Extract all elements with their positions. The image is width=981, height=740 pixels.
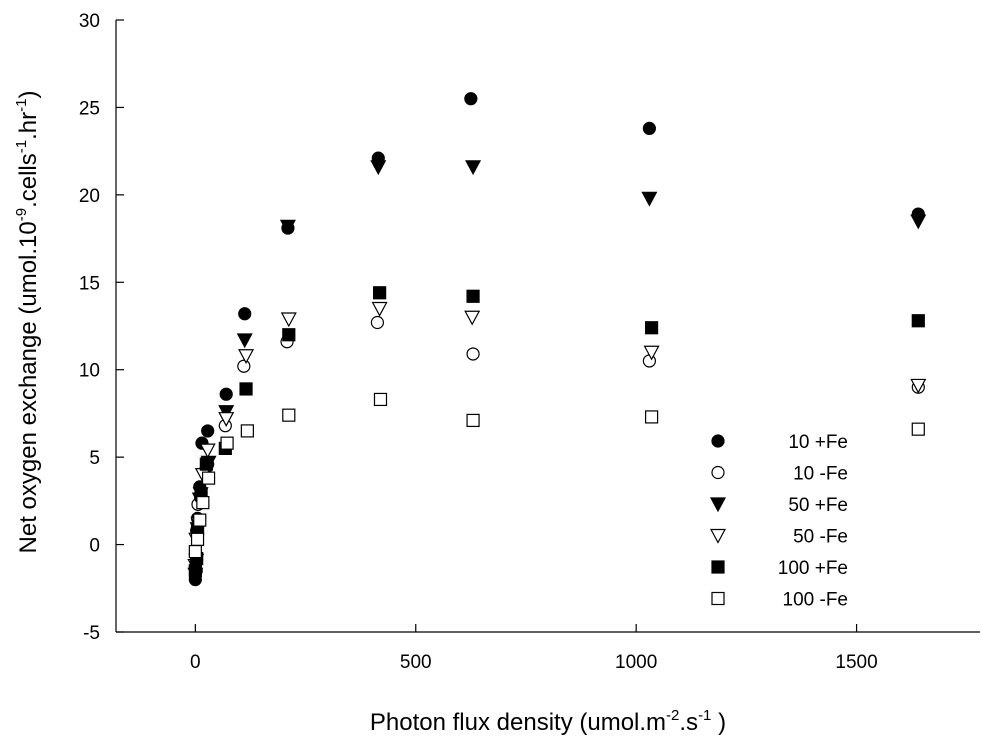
superscript: -1 xyxy=(698,707,711,724)
y-tick-label: 5 xyxy=(89,448,100,469)
y-tick-label: 25 xyxy=(79,98,100,119)
data-point xyxy=(644,410,659,424)
data-point xyxy=(643,345,660,361)
data-point xyxy=(190,532,205,546)
legend-item: 100 +Fe xyxy=(711,558,848,579)
data-point xyxy=(199,443,216,459)
data-point xyxy=(370,315,385,330)
legend-label: 10 +Fe xyxy=(788,432,848,453)
legend: 10 +Fe 10 -Fe 50 +Fe 50 -Fe 100 +Fe 100 -Fe xyxy=(709,432,848,611)
legend-label: 100 +Fe xyxy=(778,558,848,579)
data-point xyxy=(280,312,297,328)
y-tick-label: 30 xyxy=(79,11,100,32)
x-tick-label: 0 xyxy=(190,652,201,673)
data-point xyxy=(911,314,925,328)
data-point xyxy=(644,321,659,335)
data-point xyxy=(193,513,207,527)
data-point xyxy=(218,412,235,427)
legend-symbol xyxy=(711,434,725,448)
series-2 xyxy=(187,160,927,583)
label-segment: ) xyxy=(711,709,726,736)
label-segment: .cells xyxy=(15,153,42,208)
data-point xyxy=(238,307,252,321)
data-point xyxy=(911,422,925,436)
data-point xyxy=(188,564,202,578)
superscript: -2 xyxy=(666,707,679,724)
label-segment: Photon flux density (umol.m xyxy=(370,709,666,736)
data-point xyxy=(373,286,387,300)
legend-item: 50 -Fe xyxy=(709,527,848,548)
x-axis-label: Photon flux density (umol.m-2.s-1 ) xyxy=(370,707,726,736)
legend-label: 50 -Fe xyxy=(793,527,848,548)
data-point xyxy=(188,544,202,559)
data-point xyxy=(239,382,253,396)
data-point xyxy=(466,289,480,303)
legend-item: 10 -Fe xyxy=(711,464,848,485)
superscript: -9 xyxy=(13,208,30,221)
data-point xyxy=(279,219,296,235)
data-point xyxy=(373,392,388,407)
series-5 xyxy=(188,392,925,559)
axis-labels: Photon flux density (umol.m-2.s-1 )Net o… xyxy=(13,91,726,736)
x-tick-label: 500 xyxy=(400,652,432,673)
legend-symbol xyxy=(709,528,727,544)
data-point xyxy=(238,349,255,364)
data-point xyxy=(201,471,216,485)
data-point xyxy=(237,359,251,373)
legend-symbol xyxy=(711,465,725,480)
y-axis-label: Net oxygen exchange (umol.10-9.cells-1.h… xyxy=(13,91,42,554)
data-point xyxy=(464,92,478,106)
legend-symbol xyxy=(711,560,725,574)
axes: -5 0 5 10 15 20 25 30 0 500 1000 1500 xyxy=(79,11,980,673)
y-tick-label: 15 xyxy=(79,273,100,294)
data-point xyxy=(219,387,233,401)
data-point xyxy=(910,378,927,394)
data-point xyxy=(199,457,213,471)
data-point xyxy=(466,347,480,361)
data-point xyxy=(240,424,254,438)
data-point xyxy=(282,328,296,342)
legend-symbol xyxy=(709,497,727,513)
data-point xyxy=(642,121,656,136)
legend-label: 10 -Fe xyxy=(793,464,848,485)
data-point xyxy=(466,413,480,428)
legend-label: 50 +Fe xyxy=(788,495,848,516)
y-tick-label: 10 xyxy=(79,361,100,382)
y-tick-label: -5 xyxy=(83,623,100,644)
data-point xyxy=(201,424,215,438)
y-tick-label: 0 xyxy=(89,536,100,557)
data-point xyxy=(641,191,658,207)
x-tick-label: 1000 xyxy=(615,652,657,673)
data-point xyxy=(370,160,387,176)
legend-item: 10 +Fe xyxy=(711,432,848,453)
data-point xyxy=(464,310,481,326)
label-segment: ) xyxy=(15,91,42,99)
legend-label: 100 -Fe xyxy=(783,590,848,611)
label-segment: .s xyxy=(679,709,698,736)
data-point xyxy=(220,436,234,450)
data-point xyxy=(282,408,296,422)
x-tick-label: 1500 xyxy=(835,652,877,673)
legend-item: 100 -Fe xyxy=(711,590,848,611)
data-point xyxy=(371,301,388,317)
label-segment: .hr xyxy=(15,112,42,140)
data-point xyxy=(910,214,927,230)
data-point xyxy=(236,333,253,349)
superscript: -1 xyxy=(13,99,30,112)
y-tick-label: 20 xyxy=(79,186,100,207)
plot-area xyxy=(187,92,927,587)
data-point xyxy=(465,160,482,176)
data-point xyxy=(196,496,210,510)
superscript: -1 xyxy=(13,140,30,153)
label-segment: Net oxygen exchange (umol.10 xyxy=(15,221,42,553)
legend-symbol xyxy=(711,591,725,606)
legend-item: 50 +Fe xyxy=(709,495,848,516)
